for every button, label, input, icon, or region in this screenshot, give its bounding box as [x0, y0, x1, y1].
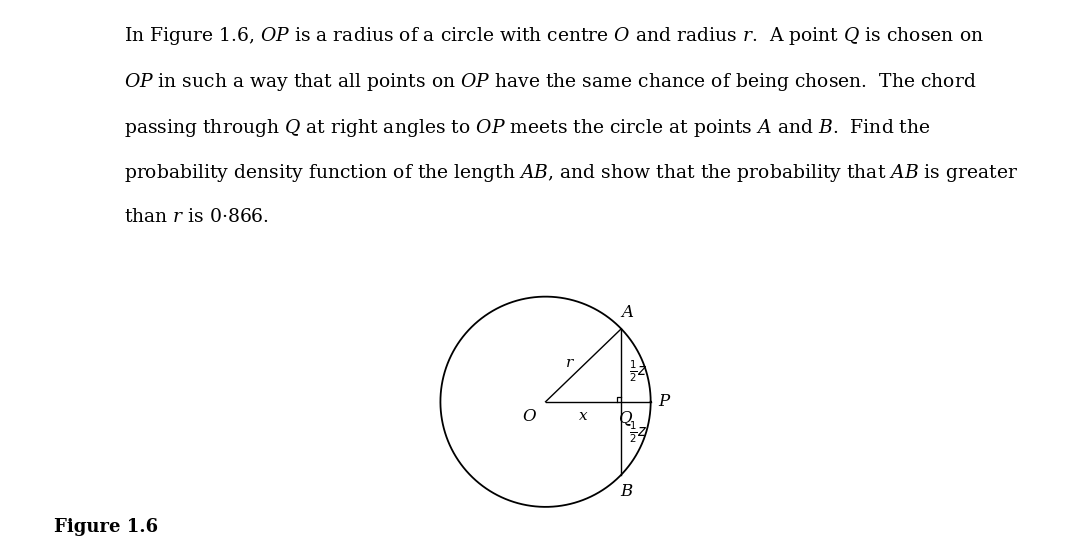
Text: O: O — [523, 408, 536, 425]
Text: B: B — [620, 483, 633, 500]
Text: Figure 1.6: Figure 1.6 — [54, 518, 158, 536]
Text: A: A — [622, 305, 634, 321]
Text: P: P — [658, 393, 670, 410]
Text: $\frac{1}{2}z$: $\frac{1}{2}z$ — [629, 420, 647, 445]
Text: passing through $Q$ at right angles to $OP$ meets the circle at points $A$ and $: passing through $Q$ at right angles to $… — [124, 117, 931, 138]
Text: In Figure 1.6, $OP$ is a radius of a circle with centre $O$ and radius $r$.  A p: In Figure 1.6, $OP$ is a radius of a cir… — [124, 25, 984, 47]
Text: Q: Q — [619, 409, 632, 426]
Text: probability density function of the length $AB$, and show that the probability t: probability density function of the leng… — [124, 162, 1018, 184]
Text: $OP$ in such a way that all points on $OP$ have the same chance of being chosen.: $OP$ in such a way that all points on $O… — [124, 71, 976, 93]
Text: x: x — [579, 409, 588, 423]
Text: $\frac{1}{2}z$: $\frac{1}{2}z$ — [629, 358, 647, 384]
Text: r: r — [566, 356, 573, 370]
Text: than $r$ is 0·866.: than $r$ is 0·866. — [124, 208, 269, 226]
